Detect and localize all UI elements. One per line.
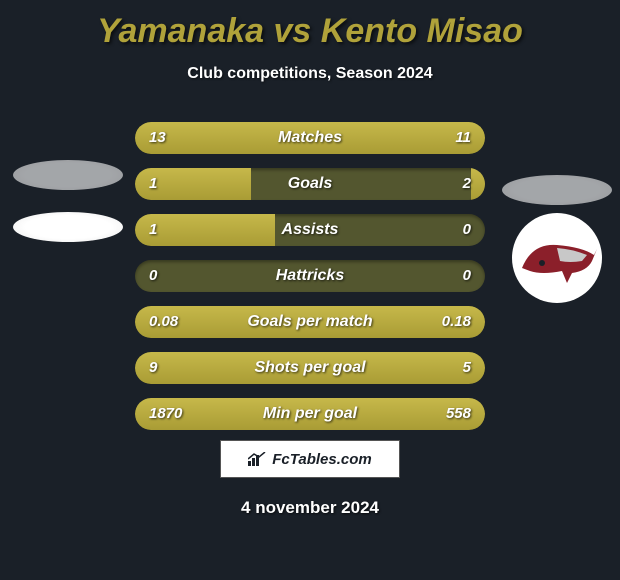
stat-bar: 95Shots per goal (135, 352, 485, 384)
stats-bars: 1311Matches 12Goals 10Assists 00Hattricks 0.… (135, 122, 485, 444)
ellipse-icon (13, 160, 123, 190)
team-logo (512, 213, 602, 303)
stat-bar: 10Assists (135, 214, 485, 246)
stat-label: Matches (135, 122, 485, 154)
stat-label: Goals per match (135, 306, 485, 338)
stat-bar: 00Hattricks (135, 260, 485, 292)
footer-attribution[interactable]: FcTables.com (220, 440, 400, 478)
stat-bar: 1870558Min per goal (135, 398, 485, 430)
stat-bar: 12Goals (135, 168, 485, 200)
page-subtitle: Club competitions, Season 2024 (0, 65, 620, 83)
player-right-badge (502, 175, 612, 285)
stat-label: Min per goal (135, 398, 485, 430)
stat-label: Assists (135, 214, 485, 246)
coyote-logo-icon (512, 213, 602, 303)
player-left-badge (8, 160, 128, 250)
date-label: 4 november 2024 (0, 498, 620, 518)
ellipse-icon (502, 175, 612, 205)
stat-label: Shots per goal (135, 352, 485, 384)
ellipse-icon (13, 212, 123, 242)
footer-label: FcTables.com (272, 451, 371, 468)
stat-label: Hattricks (135, 260, 485, 292)
stat-bar: 1311Matches (135, 122, 485, 154)
stat-label: Goals (135, 168, 485, 200)
stat-bar: 0.080.18Goals per match (135, 306, 485, 338)
chart-icon (248, 452, 266, 466)
page-title: Yamanaka vs Kento Misao (0, 0, 620, 51)
